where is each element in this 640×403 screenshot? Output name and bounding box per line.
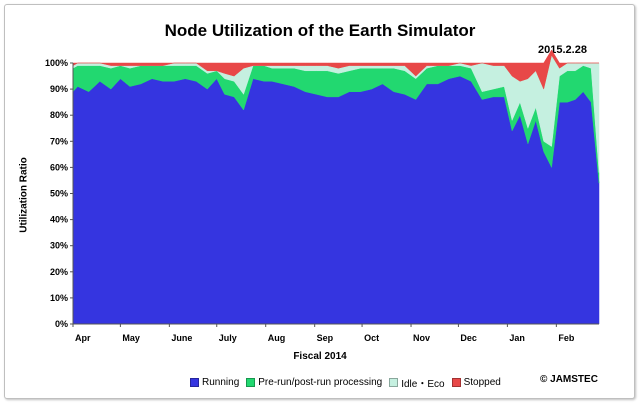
x-tick-label: Nov bbox=[413, 333, 430, 343]
legend-item-pre-post-run: Pre-run/post-run processing bbox=[246, 377, 382, 388]
legend-label-idle-eco: Idle・Eco bbox=[401, 379, 445, 390]
legend: Running Pre-run/post-run processing Idle… bbox=[190, 375, 508, 390]
y-tick-label: 80% bbox=[50, 110, 68, 120]
x-tick-label: June bbox=[171, 333, 192, 343]
legend-swatch-idle-eco bbox=[389, 378, 399, 387]
legend-label-running: Running bbox=[202, 377, 240, 388]
x-tick-label: Oct bbox=[364, 333, 379, 343]
legend-label-pre-post-run: Pre-run/post-run processing bbox=[258, 377, 383, 388]
y-tick-label: 10% bbox=[50, 293, 68, 303]
y-tick-label: 30% bbox=[50, 241, 68, 251]
x-tick-label: Jan bbox=[509, 333, 525, 343]
y-tick-label: 0% bbox=[55, 319, 68, 329]
legend-item-stopped: Stopped bbox=[451, 377, 501, 388]
chart-title: Node Utilization of the Earth Simulator bbox=[164, 21, 476, 40]
legend-swatch-stopped bbox=[451, 378, 461, 387]
x-tick-label: Apr bbox=[75, 333, 91, 343]
copyright-notice: © JAMSTEC bbox=[540, 374, 598, 385]
y-tick-label: 50% bbox=[50, 189, 68, 199]
legend-item-running: Running bbox=[190, 377, 239, 388]
legend-label-stopped: Stopped bbox=[463, 377, 501, 388]
legend-swatch-running bbox=[190, 378, 199, 387]
series-area-stopped bbox=[72, 49, 599, 90]
legend-swatch-pre-post-run bbox=[246, 378, 256, 387]
x-tick-label: May bbox=[122, 333, 140, 343]
x-tick-label: July bbox=[219, 333, 237, 343]
y-tick-label: 60% bbox=[50, 162, 68, 172]
y-tick-label: 100% bbox=[45, 58, 68, 68]
x-tick-label: Dec bbox=[460, 333, 477, 343]
y-tick-label: 70% bbox=[50, 136, 68, 146]
x-tick-label: Sep bbox=[317, 333, 334, 343]
legend-item-idle-eco: Idle・Eco bbox=[389, 375, 445, 390]
y-axis-label: Utilization Ratio bbox=[18, 157, 30, 233]
y-tick-label: 20% bbox=[50, 267, 68, 277]
x-tick-label: Aug bbox=[268, 333, 286, 343]
x-axis-label: Fiscal 2014 bbox=[293, 351, 347, 362]
y-tick-label: 40% bbox=[50, 215, 68, 225]
x-tick-label: Feb bbox=[558, 333, 575, 343]
y-tick-label: 90% bbox=[50, 84, 68, 94]
